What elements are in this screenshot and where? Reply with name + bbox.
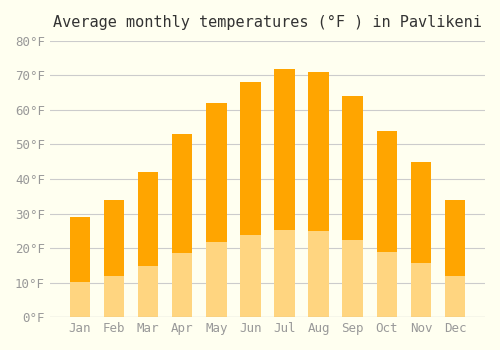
- Bar: [445, 200, 465, 317]
- Bar: [445, 276, 465, 317]
- Bar: [274, 230, 294, 317]
- Bar: [410, 162, 431, 317]
- Bar: [206, 242, 227, 317]
- Bar: [308, 72, 329, 317]
- Bar: [206, 103, 227, 317]
- Bar: [70, 217, 90, 317]
- Bar: [240, 82, 260, 317]
- Bar: [376, 131, 397, 317]
- Bar: [342, 96, 363, 317]
- Bar: [138, 266, 158, 317]
- Title: Average monthly temperatures (°F ) in Pavlikeni: Average monthly temperatures (°F ) in Pa…: [53, 15, 482, 30]
- Bar: [138, 172, 158, 317]
- Bar: [104, 276, 124, 317]
- Bar: [172, 253, 193, 317]
- Bar: [308, 231, 329, 317]
- Bar: [376, 252, 397, 317]
- Bar: [240, 235, 260, 317]
- Bar: [342, 240, 363, 317]
- Bar: [70, 282, 90, 317]
- Bar: [172, 134, 193, 317]
- Bar: [104, 200, 124, 317]
- Bar: [274, 69, 294, 317]
- Bar: [410, 263, 431, 317]
